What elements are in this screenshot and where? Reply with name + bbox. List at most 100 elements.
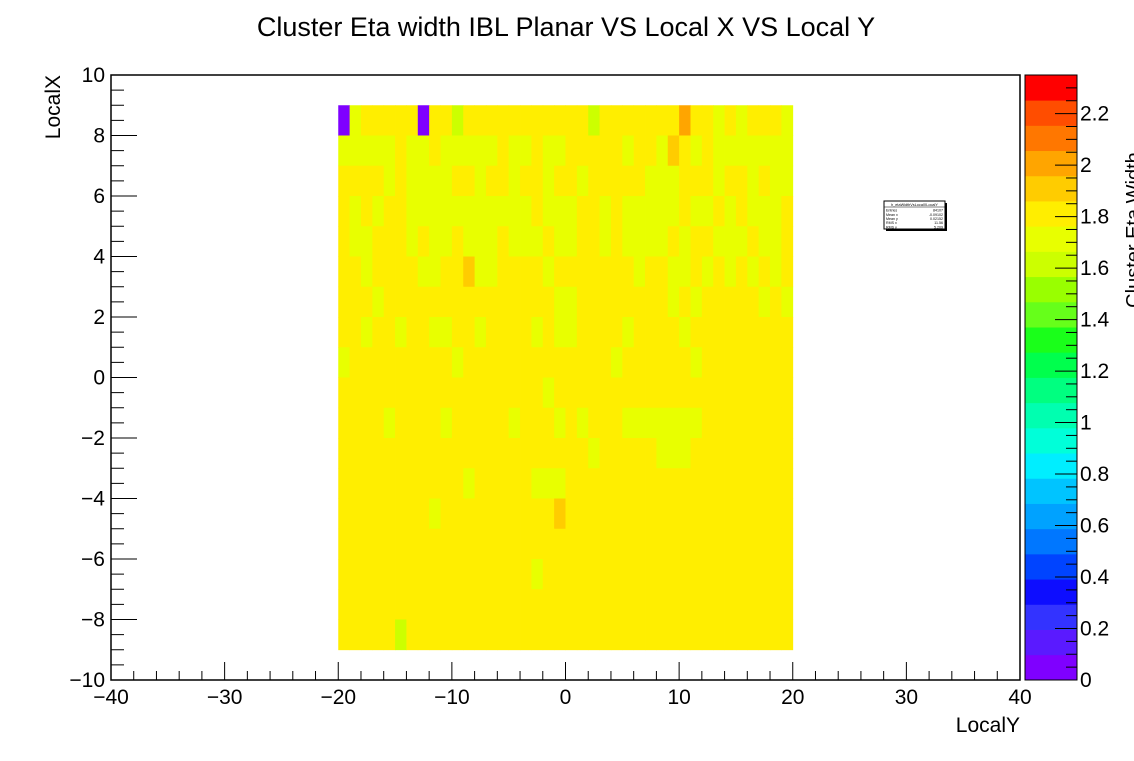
heatmap-cell (406, 619, 419, 651)
heatmap-cell (781, 559, 794, 590)
heatmap-cell (372, 286, 385, 318)
heatmap-cell (713, 165, 725, 197)
chart-title: Cluster Eta width IBL Planar VS Local X … (257, 12, 875, 42)
heatmap-cell (701, 589, 714, 620)
heatmap-cell (747, 468, 760, 499)
heatmap-cell (770, 377, 782, 409)
heatmap-cell (395, 589, 407, 620)
heatmap-cell (338, 559, 351, 590)
heatmap-cell (508, 317, 521, 348)
heatmap-cell (690, 438, 703, 469)
heatmap-cell (645, 407, 657, 439)
heatmap-cell (667, 589, 680, 620)
z-tick-label: 2.2 (1080, 103, 1109, 126)
heatmap-cell (633, 165, 646, 197)
heatmap-cell (701, 407, 714, 439)
heatmap-cell (576, 226, 589, 257)
heatmap-cell (349, 407, 362, 439)
heatmap-cell (576, 438, 589, 469)
heatmap-cell (645, 196, 657, 227)
heatmap-cell (724, 559, 737, 590)
heatmap-cell (588, 196, 600, 227)
heatmap-cell (724, 256, 737, 288)
heatmap-cell (690, 196, 703, 227)
heatmap-cell (497, 165, 510, 197)
color-scale-label: Cluster Eta Width (1123, 152, 1134, 308)
heatmap-cell (338, 135, 351, 167)
heatmap-cell (474, 286, 487, 318)
heatmap-cell (599, 165, 612, 197)
heatmap-cell (554, 377, 566, 409)
color-scale-swatch (1025, 528, 1077, 555)
heatmap-cell (531, 468, 544, 499)
heatmap-cell (713, 135, 725, 167)
heatmap-cell (701, 498, 714, 530)
heatmap-cell (747, 498, 760, 530)
heatmap-cell (508, 165, 521, 197)
heatmap-cell (735, 498, 748, 530)
heatmap-cell (656, 256, 669, 288)
heatmap-cell (440, 498, 453, 530)
heatmap-cell (485, 559, 498, 590)
heatmap-cell (338, 528, 351, 560)
heatmap-cell (474, 196, 487, 227)
heatmap-cell (463, 135, 475, 167)
heatmap-cell (622, 347, 635, 378)
heatmap-cell (713, 407, 725, 439)
heatmap-cell (588, 347, 600, 378)
heatmap-cell (588, 286, 600, 318)
heatmap-cell (463, 196, 475, 227)
heatmap-cell (701, 196, 714, 227)
heatmap-cell (713, 619, 725, 651)
heatmap-cell (565, 286, 578, 318)
heatmap-cell (485, 589, 498, 620)
heatmap-cell (429, 528, 441, 560)
heatmap-cell (701, 256, 714, 288)
heatmap-cell (576, 347, 589, 378)
heatmap-cell (747, 286, 760, 318)
heatmap-cell (599, 105, 612, 136)
heatmap-cell (588, 498, 600, 530)
heatmap-cell (690, 286, 703, 318)
heatmap-cell (383, 135, 396, 167)
heatmap-cell (474, 528, 487, 560)
heatmap-cell (599, 589, 612, 620)
heatmap-cell (372, 498, 385, 530)
heatmap-cell (395, 256, 407, 288)
heatmap-cell (429, 286, 441, 318)
z-tick-label: 0.8 (1080, 463, 1109, 486)
heatmap-cell (565, 196, 578, 227)
heatmap-cell (429, 619, 441, 651)
heatmap-cell (565, 528, 578, 560)
heatmap-cell (485, 347, 498, 378)
heatmap-cell (610, 165, 623, 197)
heatmap-cell (679, 165, 691, 197)
heatmap-cell (508, 559, 521, 590)
heatmap-cell (497, 559, 510, 590)
heatmap-cell (633, 498, 646, 530)
heatmap-cell (690, 347, 703, 378)
heatmap-cell (667, 468, 680, 499)
heatmap-cell (520, 226, 532, 257)
heatmap-cell (656, 105, 669, 136)
heatmap-cell (417, 286, 430, 318)
heatmap-cell (656, 347, 669, 378)
heatmap-cell (565, 226, 578, 257)
heatmap-cell (463, 165, 475, 197)
color-scale-bar (1024, 74, 1078, 681)
heatmap-cell (554, 135, 566, 167)
heatmap-cell (395, 317, 407, 348)
heatmap-cell (440, 256, 453, 288)
heatmap-cell (679, 438, 691, 469)
z-tick-label: 0.2 (1080, 618, 1109, 641)
heatmap-cell (690, 528, 703, 560)
heatmap-cell (770, 589, 782, 620)
heatmap-cell (383, 407, 396, 439)
heatmap-cell (781, 286, 794, 318)
heatmap-cell (338, 317, 351, 348)
heatmap-cell (633, 468, 646, 499)
heatmap-cell (451, 498, 464, 530)
heatmap-cell (485, 165, 498, 197)
heatmap-cell (781, 256, 794, 288)
